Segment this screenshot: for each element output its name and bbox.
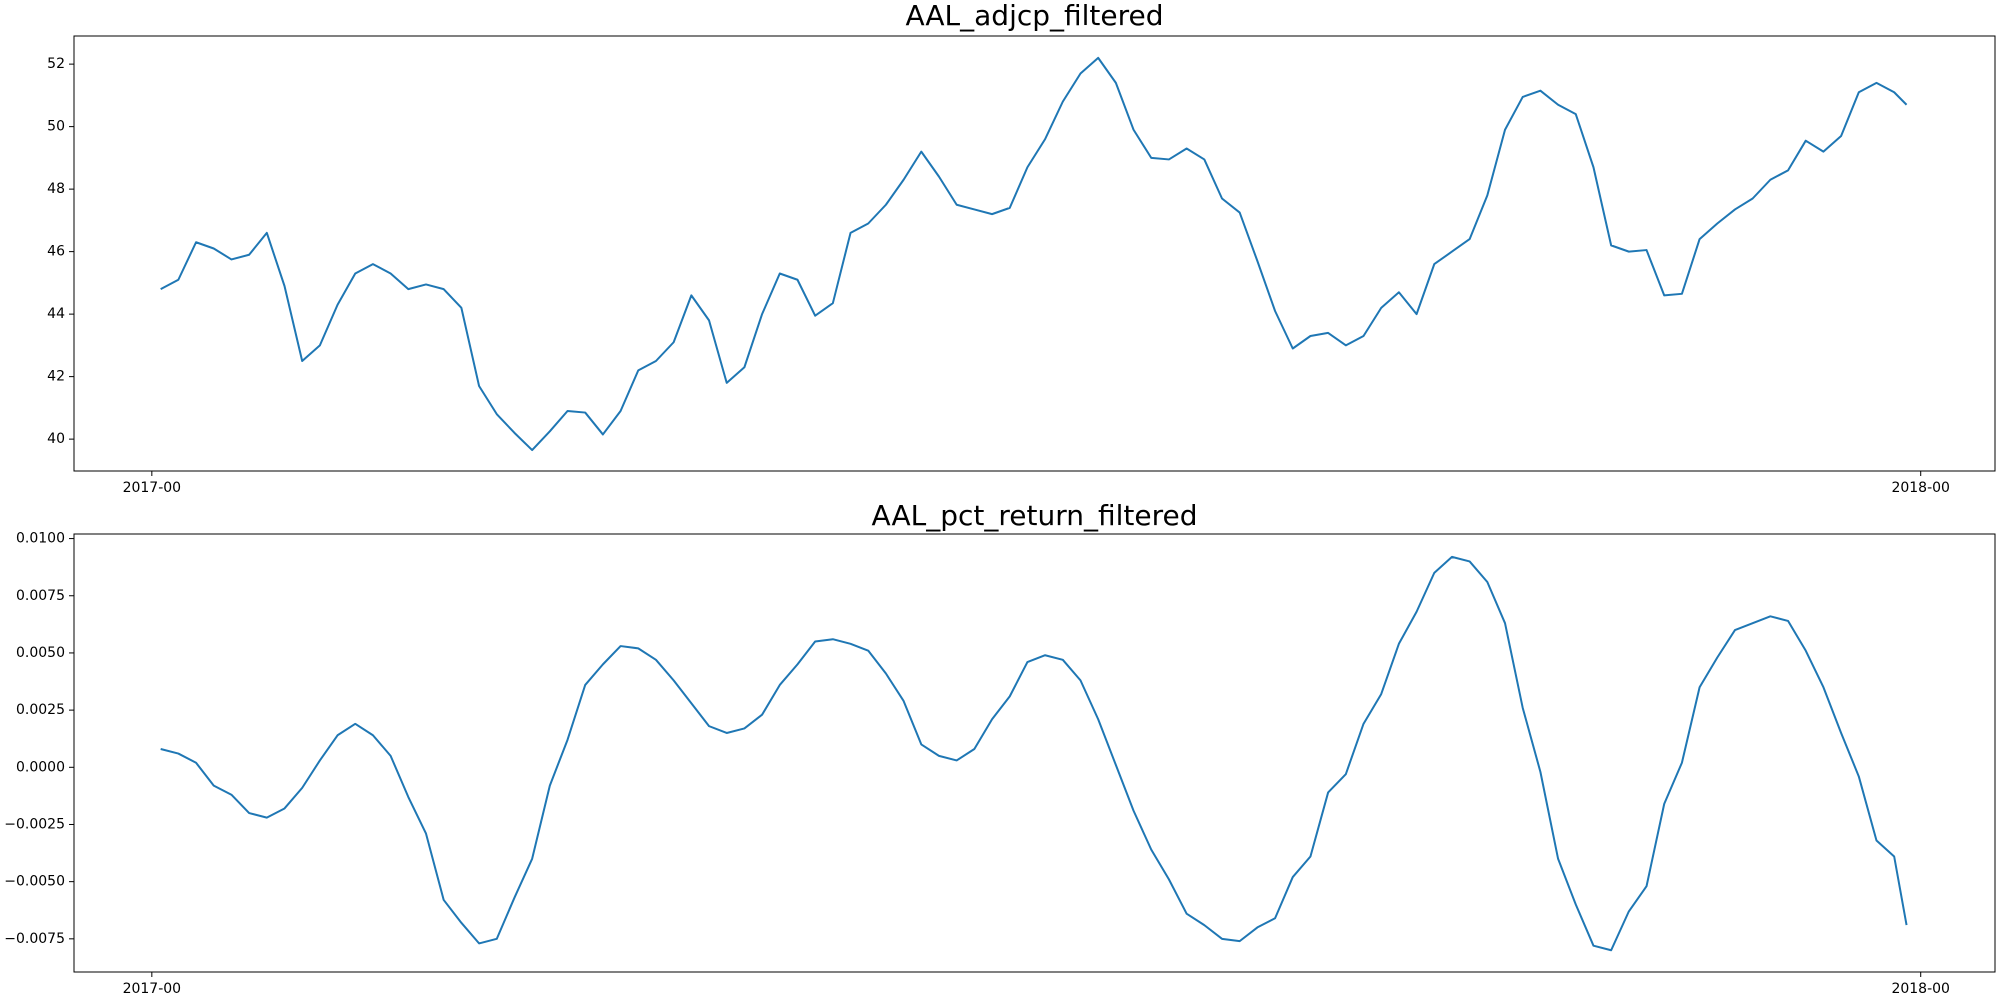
y-tick-label: 52 bbox=[47, 56, 65, 72]
y-tick-label: 0.0000 bbox=[16, 759, 65, 775]
y-tick-label: 44 bbox=[47, 306, 65, 322]
data-line bbox=[160, 555, 1908, 952]
y-tick-label: 0.0075 bbox=[16, 588, 65, 604]
y-tick-label: 50 bbox=[47, 119, 65, 135]
y-tick-label: 40 bbox=[47, 431, 65, 447]
data-line bbox=[160, 56, 1908, 452]
axes-frame bbox=[73, 35, 1996, 472]
y-tick-label: 0.0100 bbox=[16, 531, 65, 547]
x-tick-label: 2017-00 bbox=[123, 981, 182, 997]
x-tick-label: 2018-00 bbox=[1891, 480, 1950, 496]
y-tick-label: 0.0050 bbox=[16, 645, 65, 661]
x-tick-label: 2018-00 bbox=[1891, 981, 1950, 997]
y-tick-label: 0.0025 bbox=[16, 702, 65, 718]
chart-title: AAL_pct_return_filtered bbox=[872, 499, 1198, 532]
y-tick-label: −0.0075 bbox=[4, 931, 65, 947]
y-tick-label: −0.0050 bbox=[4, 874, 65, 890]
y-tick-label: 48 bbox=[47, 181, 65, 197]
y-tick-label: 46 bbox=[47, 244, 65, 260]
y-tick-label: −0.0025 bbox=[4, 816, 65, 832]
chart-title: AAL_adjcp_filtered bbox=[905, 0, 1163, 32]
axes-frame bbox=[73, 533, 1996, 973]
x-tick-label: 2017-00 bbox=[123, 480, 182, 496]
y-tick-label: 42 bbox=[47, 369, 65, 385]
